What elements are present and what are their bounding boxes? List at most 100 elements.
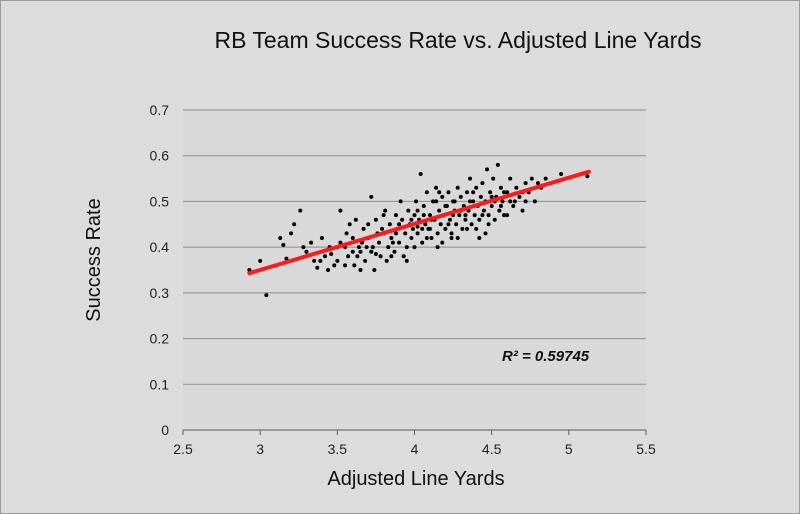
data-point bbox=[480, 213, 485, 218]
y-tick-label: 0 bbox=[161, 422, 169, 438]
data-point bbox=[431, 199, 436, 204]
data-point bbox=[427, 213, 432, 218]
data-point bbox=[318, 258, 323, 263]
data-point bbox=[477, 236, 482, 240]
y-tick-label: 0.2 bbox=[150, 331, 170, 347]
data-point bbox=[489, 204, 494, 208]
x-axis-ticks: 2.5 3 3.5 4 4.5 5 5.5 bbox=[173, 430, 656, 457]
y-axis-title: Success Rate bbox=[83, 198, 105, 321]
data-point bbox=[463, 217, 468, 222]
data-point bbox=[315, 265, 320, 270]
data-point bbox=[401, 254, 406, 259]
data-point bbox=[258, 258, 263, 263]
data-point bbox=[500, 199, 505, 204]
data-point bbox=[386, 245, 391, 250]
data-point bbox=[449, 236, 454, 240]
data-point bbox=[364, 245, 369, 250]
x-tick-label: 2.5 bbox=[173, 441, 193, 457]
data-point bbox=[486, 213, 491, 218]
data-point bbox=[468, 176, 473, 181]
data-point bbox=[418, 172, 423, 176]
data-point bbox=[369, 194, 374, 199]
data-point bbox=[421, 204, 426, 208]
data-point bbox=[350, 249, 355, 254]
data-point bbox=[437, 190, 442, 195]
data-point bbox=[460, 226, 465, 231]
data-point bbox=[378, 254, 383, 259]
y-tick-label: 0.5 bbox=[150, 193, 170, 209]
data-point bbox=[438, 222, 443, 227]
data-point bbox=[361, 226, 366, 231]
x-tick-label: 4 bbox=[411, 441, 419, 457]
data-point bbox=[474, 226, 479, 231]
y-tick-label: 0.7 bbox=[150, 102, 170, 118]
data-point bbox=[409, 217, 414, 222]
data-point bbox=[559, 172, 564, 176]
data-point bbox=[410, 226, 415, 231]
data-point bbox=[404, 245, 409, 250]
data-point bbox=[474, 185, 479, 190]
data-point bbox=[543, 176, 548, 181]
data-point bbox=[373, 252, 378, 256]
data-point bbox=[468, 199, 473, 204]
data-point bbox=[497, 208, 502, 213]
data-point bbox=[335, 258, 340, 263]
data-point bbox=[472, 213, 477, 218]
data-point bbox=[389, 236, 394, 240]
data-point bbox=[332, 263, 337, 268]
data-point bbox=[449, 231, 454, 236]
data-point bbox=[435, 245, 440, 250]
data-point bbox=[384, 258, 389, 263]
data-point bbox=[412, 245, 417, 250]
data-point bbox=[485, 167, 490, 172]
data-point bbox=[387, 222, 392, 227]
data-point bbox=[434, 185, 439, 190]
data-point bbox=[498, 185, 503, 190]
data-point bbox=[322, 254, 327, 259]
data-point bbox=[319, 236, 324, 240]
data-point bbox=[498, 204, 503, 208]
data-point bbox=[398, 199, 403, 204]
data-point bbox=[511, 204, 516, 208]
data-point bbox=[412, 213, 417, 218]
data-point bbox=[358, 249, 363, 254]
chart-title: RB Team Success Rate vs. Adjusted Line Y… bbox=[214, 27, 701, 53]
data-point bbox=[301, 245, 306, 250]
data-point bbox=[424, 190, 429, 195]
data-point bbox=[420, 240, 425, 245]
data-point bbox=[421, 213, 426, 218]
data-point bbox=[455, 185, 460, 190]
data-point bbox=[403, 231, 408, 236]
data-point bbox=[483, 231, 488, 236]
data-point bbox=[358, 268, 363, 272]
data-point bbox=[491, 176, 496, 181]
data-point bbox=[372, 268, 377, 272]
data-point bbox=[429, 236, 434, 240]
data-point bbox=[454, 222, 459, 227]
data-point bbox=[508, 176, 513, 181]
data-point bbox=[389, 254, 394, 259]
data-point bbox=[363, 258, 368, 263]
data-point bbox=[281, 242, 286, 247]
data-point bbox=[353, 217, 358, 222]
data-point bbox=[383, 208, 388, 213]
data-point bbox=[415, 231, 420, 236]
data-point bbox=[338, 240, 343, 245]
data-point bbox=[284, 256, 289, 261]
data-point bbox=[488, 190, 493, 195]
data-point bbox=[304, 249, 309, 254]
data-point bbox=[512, 199, 517, 204]
data-point bbox=[464, 226, 469, 231]
data-point bbox=[517, 194, 522, 199]
data-point bbox=[326, 268, 331, 272]
data-point bbox=[397, 222, 402, 227]
data-point bbox=[420, 226, 425, 231]
data-point bbox=[480, 181, 485, 186]
data-point bbox=[404, 258, 409, 263]
data-point bbox=[446, 190, 451, 195]
data-point bbox=[502, 213, 507, 218]
data-point bbox=[508, 199, 513, 204]
data-point bbox=[440, 240, 445, 245]
data-point bbox=[452, 199, 457, 204]
data-point bbox=[298, 208, 303, 213]
